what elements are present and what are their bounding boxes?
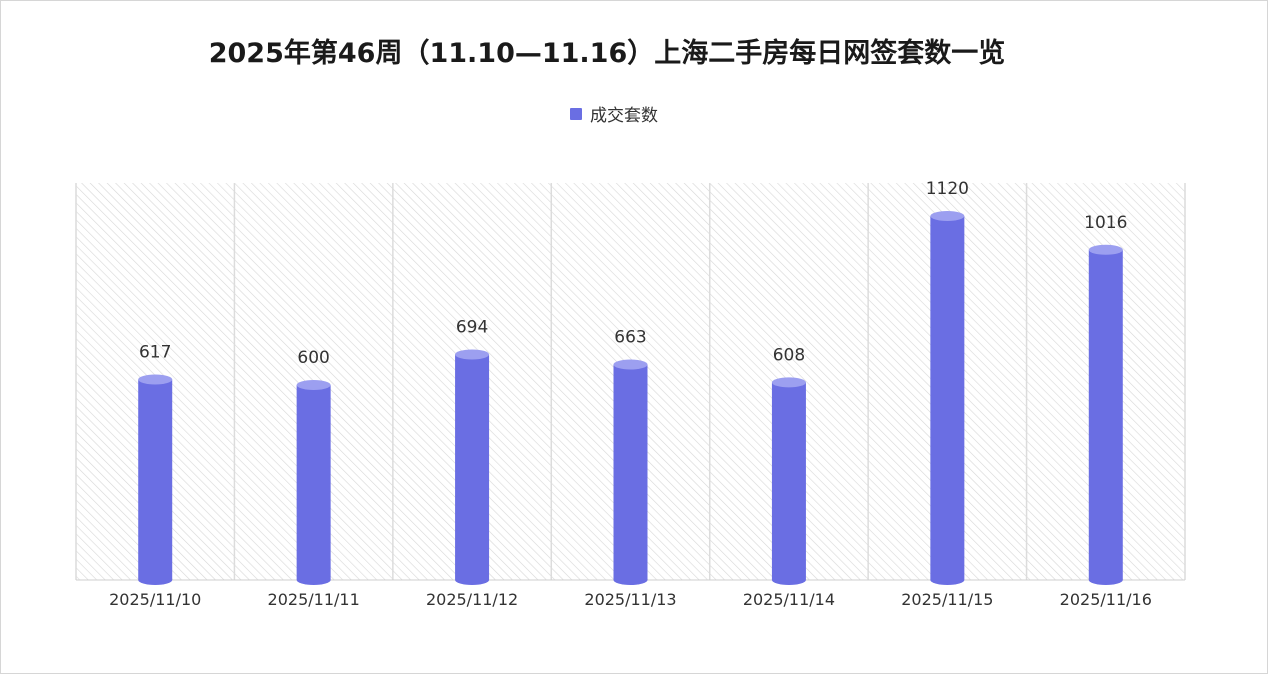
- bar[interactable]: [771, 377, 806, 585]
- data-label: 608: [773, 345, 805, 365]
- bar-body: [455, 354, 490, 585]
- data-label: 694: [456, 317, 488, 337]
- column-dividers: [75, 183, 1186, 581]
- data-label: 1120: [926, 179, 969, 199]
- bar-top-cap: [930, 211, 965, 221]
- data-label: 1016: [1084, 213, 1127, 233]
- legend-label: 成交套数: [590, 106, 658, 126]
- bar-top-cap: [771, 377, 806, 388]
- x-tick-label: 2025/11/16: [1060, 590, 1152, 609]
- chart-frame: 2025年第46周（11.10—11.16）上海二手房每日网签套数一览 成交套数…: [0, 0, 1268, 674]
- x-tick-label: 2025/11/13: [584, 590, 676, 609]
- x-tick-label: 2025/11/10: [109, 590, 201, 609]
- bar[interactable]: [455, 349, 490, 585]
- bar-top-cap: [138, 374, 173, 385]
- bar-top-cap: [1088, 244, 1123, 255]
- legend-swatch: [570, 107, 582, 120]
- bar[interactable]: [930, 211, 965, 585]
- data-label: 600: [297, 348, 329, 368]
- chart-legend[interactable]: 成交套数: [1, 101, 1227, 126]
- bar-top-cap: [455, 349, 490, 360]
- x-tick-label: 2025/11/11: [268, 590, 360, 609]
- bar-body: [1088, 249, 1123, 585]
- bar-body: [613, 364, 648, 585]
- bars: [138, 211, 1123, 585]
- x-tick-label: 2025/11/14: [743, 590, 835, 609]
- x-axis-tick-labels: 2025/11/10 2025/11/11 2025/11/12 2025/11/13…: [109, 590, 1152, 609]
- bar[interactable]: [1088, 244, 1123, 585]
- bar-top-cap: [296, 380, 331, 390]
- bar-top-cap: [613, 359, 648, 370]
- data-label: 617: [139, 342, 171, 362]
- x-tick-label: 2025/11/15: [901, 590, 993, 609]
- data-labels: 617 600 694 663 608 1120 1016: [139, 179, 1127, 368]
- bar-body: [930, 216, 965, 585]
- bar[interactable]: [296, 380, 331, 585]
- bar[interactable]: [613, 359, 648, 585]
- bar-body: [771, 382, 806, 585]
- chart-title: 2025年第46周（11.10—11.16）上海二手房每日网签套数一览: [208, 38, 1006, 69]
- bar-body: [138, 379, 173, 585]
- x-tick-label: 2025/11/12: [426, 590, 518, 609]
- data-label: 663: [614, 328, 646, 348]
- bar[interactable]: [138, 374, 173, 585]
- bar-body: [296, 385, 331, 585]
